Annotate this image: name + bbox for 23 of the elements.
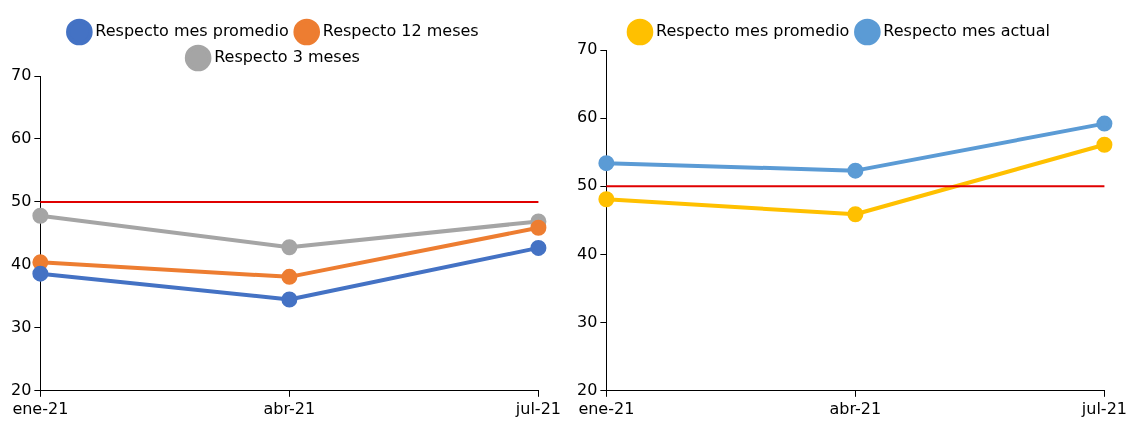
y-tick-label: 20 [11,379,32,399]
x-tick-label: ene-21 [578,398,635,418]
x-tick-label: abr-21 [829,398,882,418]
legend-label: Respecto mes promedio [95,21,289,41]
y-tick-label: 60 [11,128,32,148]
y-tick-label: 70 [11,65,32,85]
legend-label: Respecto 12 meses [322,21,479,41]
y-tick-label: 30 [11,317,32,336]
y-tick-label: 20 [577,379,598,399]
x-tick-label: jul-21 [514,398,561,418]
x-tick-label: jul-21 [1080,398,1127,418]
x-tick-label: ene-21 [12,398,69,418]
y-tick-label: 40 [577,243,598,263]
y-tick-label: 60 [577,107,598,127]
y-tick-label: 50 [11,191,32,211]
y-tick-label: 70 [577,39,598,59]
y-tick-label: 40 [11,254,32,274]
legend-label: Respecto mes promedio [656,21,850,41]
legend-label: Respecto 3 meses [214,47,360,67]
legend-label: Respecto mes actual [883,21,1050,41]
y-tick-label: 50 [577,175,598,195]
y-tick-label: 30 [577,311,598,331]
x-tick-label: abr-21 [263,398,316,418]
